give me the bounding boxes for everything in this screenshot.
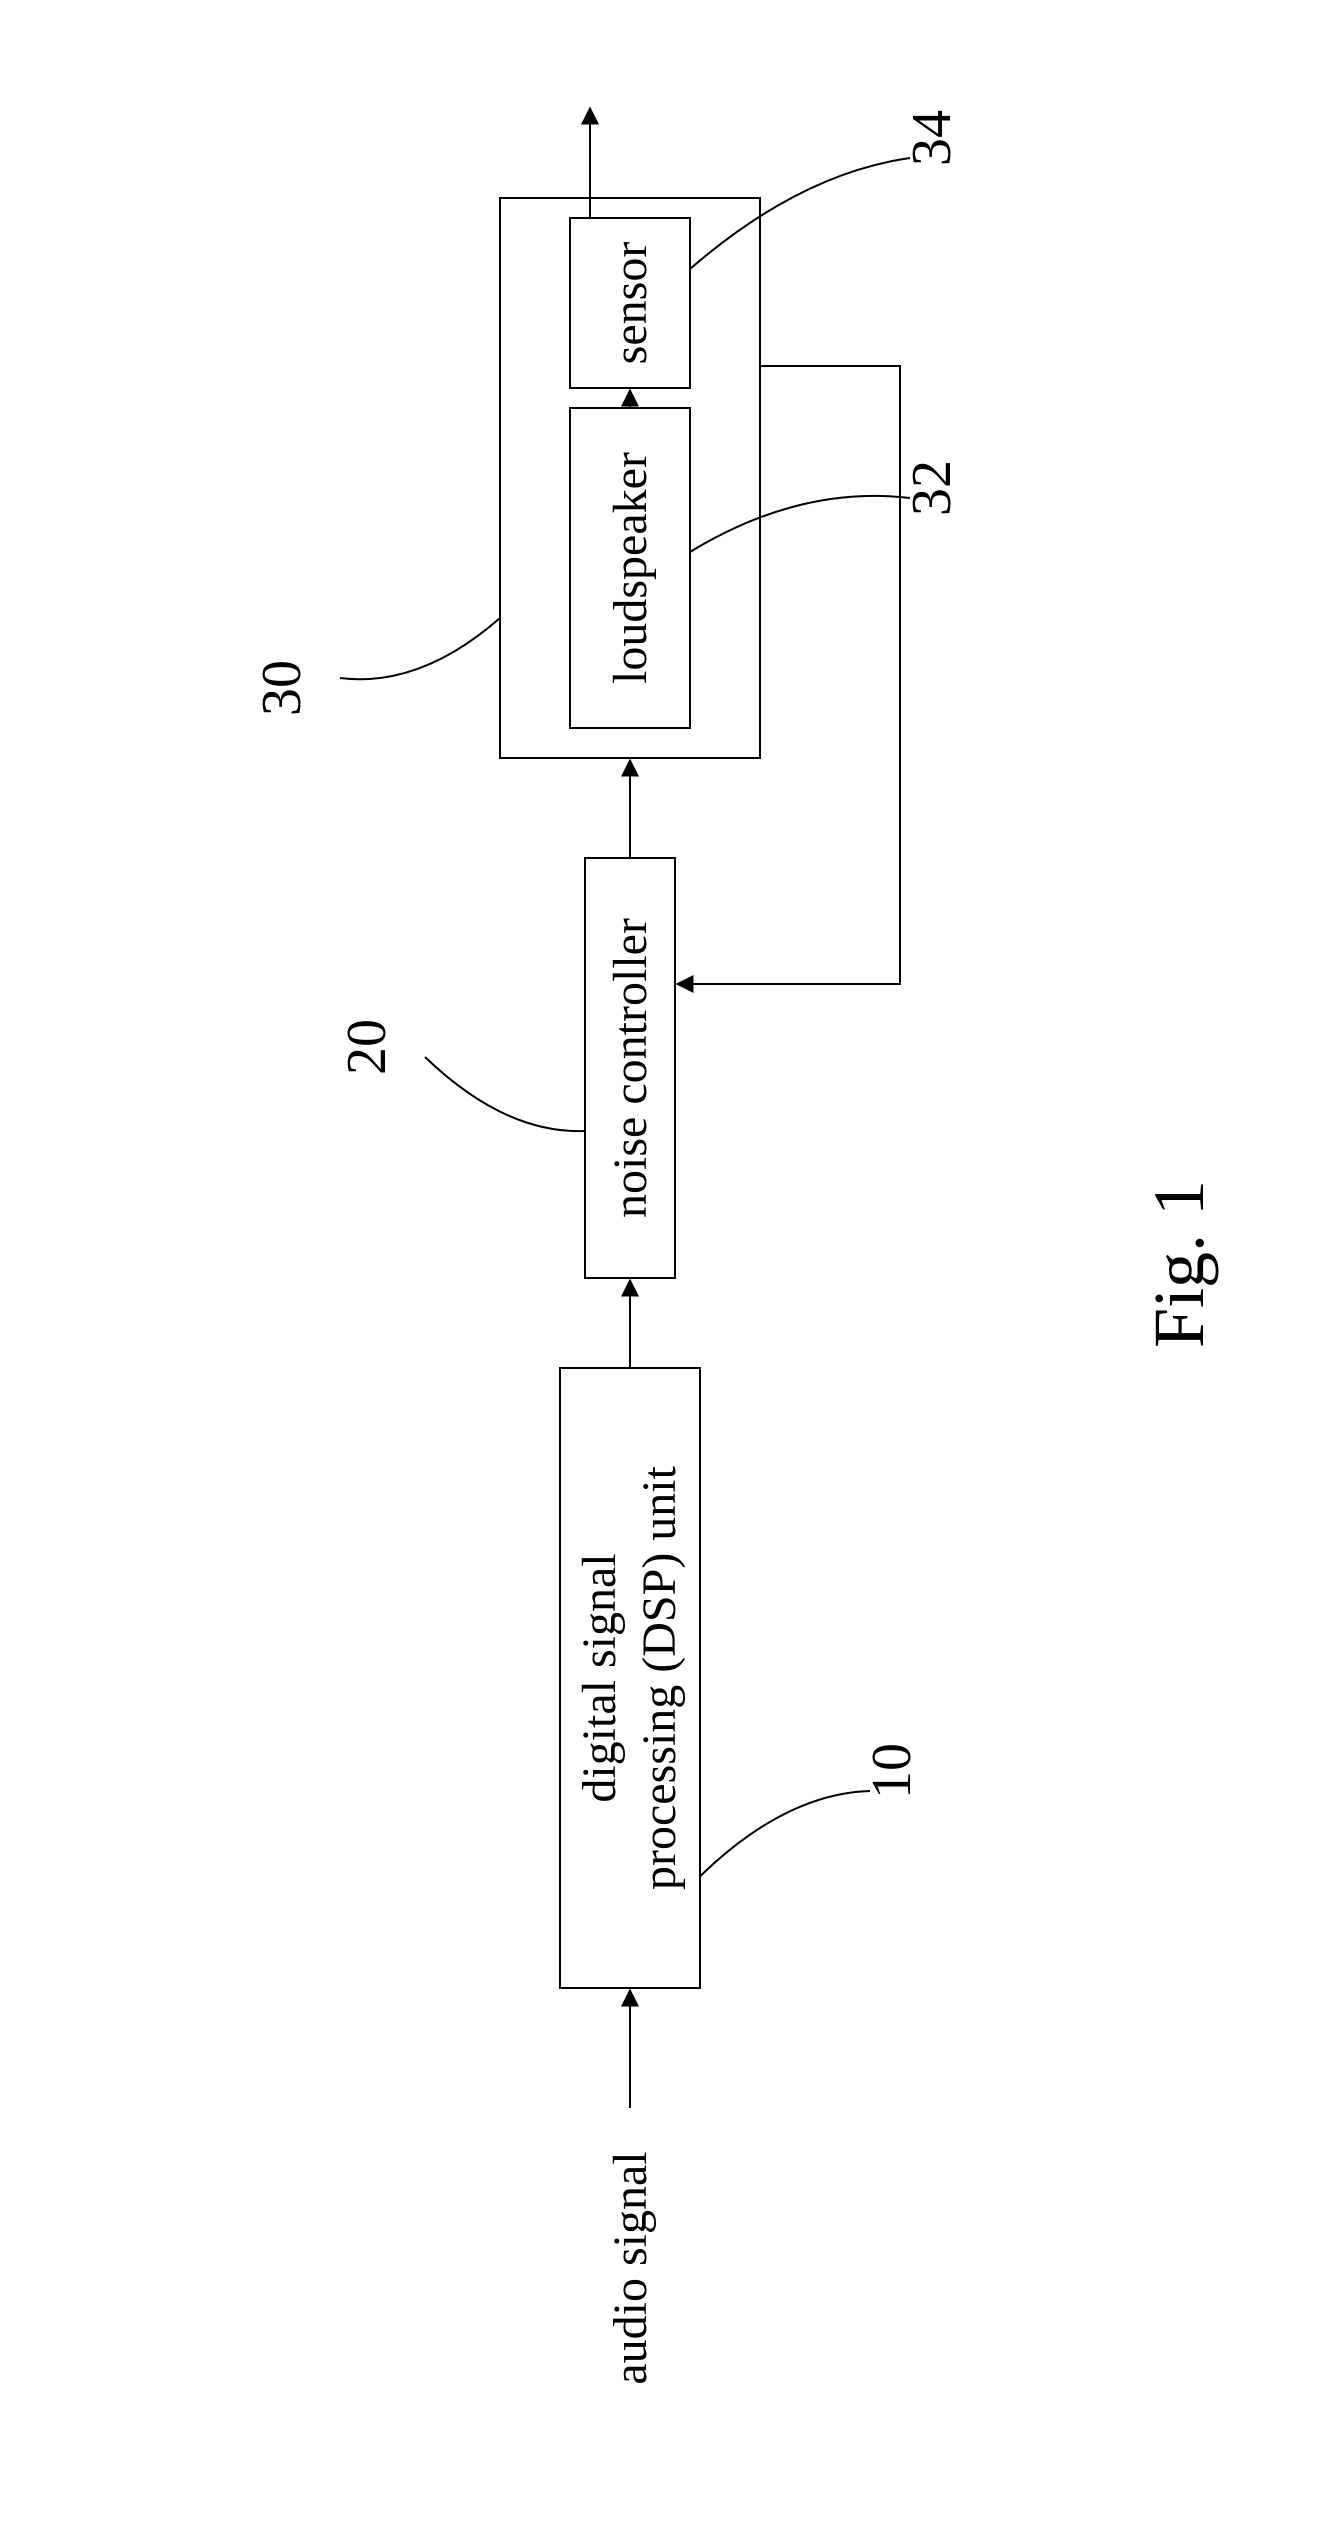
diagram-root: audio signal digital signalprocessing (DS… — [251, 108, 1219, 2385]
noise-label: noise controller — [604, 918, 657, 1218]
leader-10 — [700, 1791, 870, 1876]
figure-label: Fig. 1 — [1139, 1180, 1219, 1348]
leader-32 — [690, 496, 910, 552]
ref-30: 30 — [251, 660, 313, 716]
dsp-label-line2: processing (DSP) unit — [633, 1465, 686, 1890]
ref-34: 34 — [901, 110, 963, 166]
sensor-label: sensor — [604, 242, 657, 365]
leader-20 — [425, 1057, 585, 1131]
arrow-feedback — [677, 366, 900, 984]
leader-34 — [690, 158, 910, 269]
leader-30 — [340, 618, 500, 679]
ref-20: 20 — [336, 1019, 398, 1075]
dsp-label-line1: digital signal — [573, 1553, 626, 1802]
input-label: audio signal — [604, 2151, 657, 2384]
ref-10: 10 — [861, 1743, 923, 1799]
ref-32: 32 — [901, 460, 963, 516]
loudspeaker-label: loudspeaker — [604, 452, 657, 684]
